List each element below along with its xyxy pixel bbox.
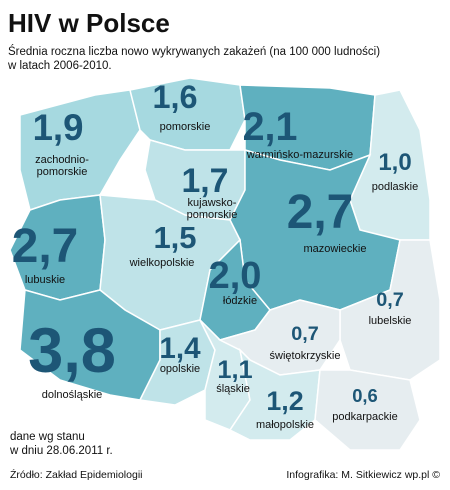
note: dane wg stanu (10, 431, 85, 443)
region-name: warmińsko-mazurskie (246, 149, 353, 161)
region-name: świętokrzyskie (270, 350, 341, 362)
value-label: 0,6 (352, 385, 378, 406)
value-label: 0,7 (291, 323, 319, 345)
region-name: wielkopolskie (129, 257, 195, 269)
region-name: podkarpackie (332, 411, 397, 423)
value-label: 1,1 (217, 356, 252, 384)
region-name: podlaskie (372, 181, 418, 193)
value-label: 0,7 (376, 289, 404, 311)
subtitle: Średnia roczna liczba nowo wykrywanych z… (8, 45, 380, 58)
credit: Infografika: M. Sitkiewicz wp.pl © (286, 469, 440, 481)
region (228, 347, 321, 441)
value-label: 2,0 (209, 255, 262, 297)
region-name: kujawsko- (188, 197, 237, 209)
region-name: pomorskie (160, 121, 211, 133)
value-label: 2,7 (287, 186, 353, 239)
note: w dniu 28.06.2011 r. (9, 445, 113, 457)
value-label: 2,7 (12, 220, 78, 273)
title: HIV w Polsce (8, 8, 170, 38)
region-name: pomorskie (37, 166, 88, 178)
region-name: śląskie (216, 383, 250, 395)
value-label: 1,4 (159, 332, 201, 365)
region-name: zachodnio- (35, 154, 89, 166)
value-label: 1,5 (153, 220, 196, 255)
value-label: 1,7 (182, 162, 229, 200)
region-name: lubelskie (369, 315, 412, 327)
value-label: 1,2 (266, 386, 303, 416)
source: Źródło: Zakład Epidemiologii (10, 468, 142, 481)
value-label: 1,6 (152, 79, 197, 115)
region-name: małopolskie (256, 419, 314, 431)
region-name: mazowieckie (304, 243, 367, 255)
map (9, 77, 441, 451)
subtitle: w latach 2006-2010. (7, 60, 112, 72)
region-name: lubuskie (25, 274, 65, 286)
value-label: 1,9 (33, 107, 84, 148)
region-name: opolskie (160, 363, 200, 375)
region (19, 89, 141, 211)
region (314, 369, 421, 451)
region-name: dolnośląskie (42, 389, 103, 401)
value-label: 3,8 (28, 316, 116, 386)
region-name: łódzkie (223, 295, 257, 307)
value-label: 1,0 (378, 149, 411, 176)
region-name: pomorskie (187, 209, 238, 221)
labels: 1,9 zachodnio-pomorskie 1,6 pomorskie 2,1war… (12, 79, 418, 431)
value-label: 2,1 (243, 105, 298, 149)
